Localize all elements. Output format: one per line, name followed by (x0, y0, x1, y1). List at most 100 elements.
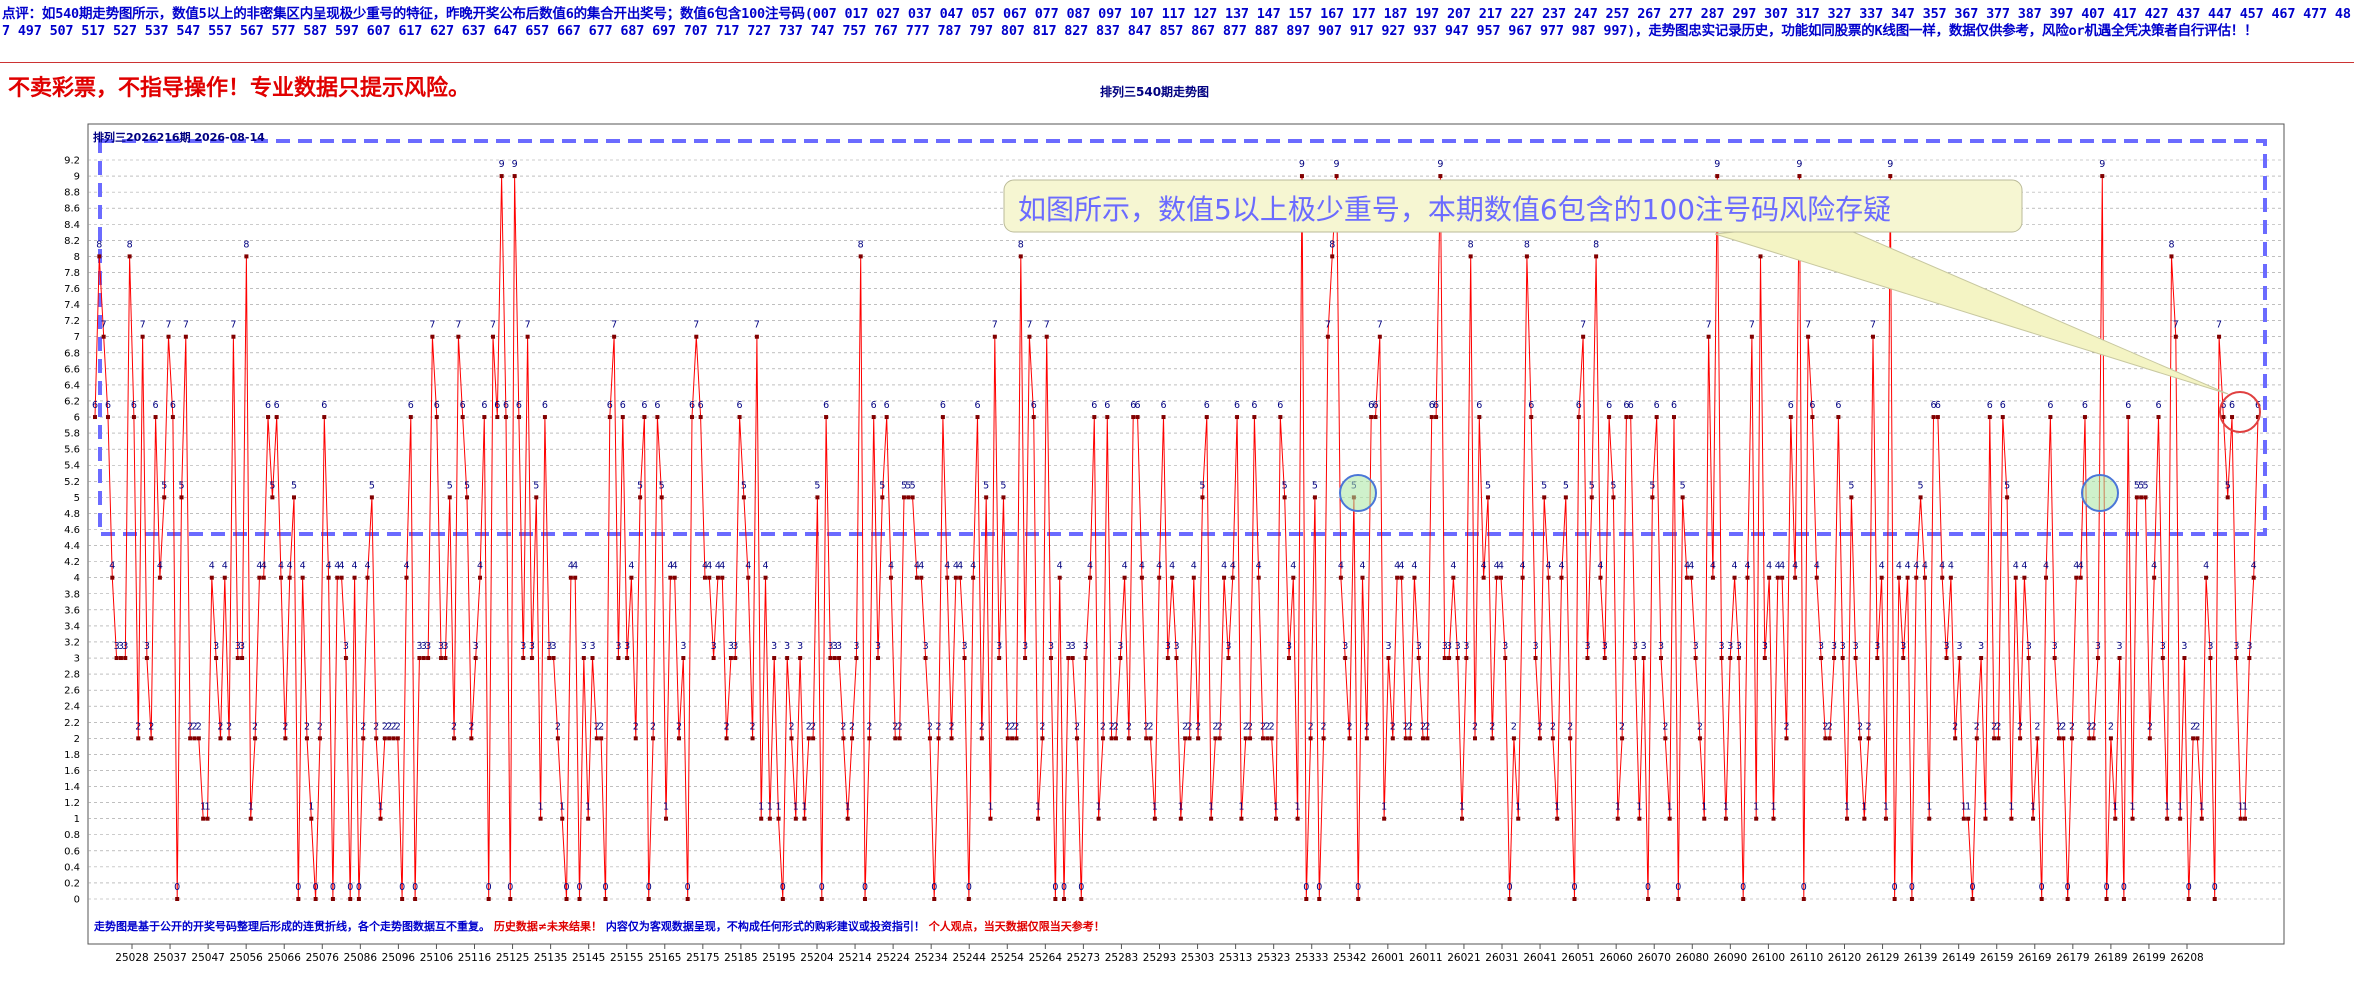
data-point (1944, 656, 1949, 661)
data-label: 2 (936, 721, 942, 732)
x-tick-label: 26149 (1942, 952, 1975, 964)
data-point (2091, 736, 2096, 741)
data-point (724, 736, 729, 741)
data-point (1196, 736, 1201, 741)
data-label: 0 (1969, 882, 1975, 893)
data-point (2212, 897, 2217, 901)
data-label: 4 (1394, 561, 1400, 572)
data-label: 4 (1905, 561, 1911, 572)
data-label: 2 (1321, 721, 1327, 732)
data-point (1312, 495, 1317, 500)
data-label: 0 (931, 882, 937, 893)
data-point (2178, 816, 2183, 821)
data-label: 3 (836, 641, 842, 652)
data-label: 4 (278, 561, 284, 572)
data-point (1217, 736, 1222, 741)
data-point (1689, 575, 1694, 580)
data-point (1226, 656, 1231, 661)
data-label: 4 (2043, 561, 2049, 572)
data-label: 6 (1104, 400, 1110, 411)
data-point (330, 897, 335, 901)
data-label: 3 (784, 641, 790, 652)
highlight-circle-2 (2081, 474, 2119, 512)
data-label: 4 (1122, 561, 1128, 572)
data-label: 2 (633, 721, 639, 732)
x-tick-label: 26021 (1447, 952, 1480, 964)
data-point (1533, 656, 1538, 661)
data-point (1286, 656, 1291, 661)
data-point (2147, 736, 2152, 741)
data-label: 2 (135, 721, 141, 732)
data-label: 3 (2246, 641, 2252, 652)
data-point (1542, 495, 1547, 500)
data-label: 2 (2056, 721, 2062, 732)
data-point (1633, 656, 1638, 661)
data-label: 6 (2229, 400, 2235, 411)
data-label: 0 (2121, 882, 2127, 893)
data-point (919, 575, 924, 580)
data-point (651, 736, 656, 741)
data-label: 9 (1714, 159, 1720, 170)
data-point (2018, 736, 2023, 741)
data-point (599, 736, 604, 741)
data-point (711, 656, 716, 661)
data-point (1827, 736, 1832, 741)
data-point (1935, 415, 1940, 420)
data-point (1317, 897, 1322, 901)
y-tick-label: 4 (74, 573, 80, 584)
data-point (430, 334, 435, 339)
data-label: 4 (1546, 561, 1552, 572)
data-point (858, 254, 863, 259)
data-label: 4 (1087, 561, 1093, 572)
data-label: 2 (594, 721, 600, 732)
x-tick-label: 26001 (1371, 952, 1404, 964)
data-label: 3 (1446, 641, 1452, 652)
data-point (1191, 575, 1196, 580)
data-label: 1 (1965, 802, 1971, 813)
data-point (2031, 816, 2036, 821)
chart-footer: 走势图是基于公开的开奖号码整理后形成的连贯折线，各个走势图数据互不重复。 历史数… (93, 919, 1105, 933)
data-label: 4 (568, 561, 574, 572)
data-point (1282, 495, 1287, 500)
data-point (209, 575, 214, 580)
data-label: 2 (1550, 721, 1556, 732)
data-label: 2 (1537, 721, 1543, 732)
data-label: 7 (525, 320, 531, 331)
data-label: 2 (1113, 721, 1119, 732)
data-label: 1 (663, 802, 669, 813)
data-point (914, 575, 919, 580)
data-point (1075, 736, 1080, 741)
data-point (1442, 656, 1447, 661)
data-label: 6 (1671, 400, 1677, 411)
data-label: 6 (2047, 400, 2053, 411)
data-point (1659, 656, 1664, 661)
data-label: 2 (191, 721, 197, 732)
data-label: 4 (944, 561, 950, 572)
data-label: 5 (637, 480, 643, 491)
data-label: 0 (2065, 882, 2071, 893)
data-point (1464, 656, 1469, 661)
data-point (356, 897, 361, 901)
data-label: 6 (105, 400, 111, 411)
data-label: 4 (702, 561, 708, 572)
data-point (1100, 736, 1105, 741)
data-point (2134, 495, 2139, 500)
data-point (1425, 736, 1430, 741)
data-point (1594, 254, 1599, 259)
data-label: 0 (486, 882, 492, 893)
data-label: 2 (1212, 721, 1218, 732)
data-label: 0 (347, 882, 353, 893)
data-label: 3 (1727, 641, 1733, 652)
y-tick-label: 3.4 (64, 621, 80, 632)
data-label: 1 (1096, 802, 1102, 813)
data-point (1434, 415, 1439, 420)
data-point (322, 415, 327, 420)
y-tick-label: 5 (74, 493, 80, 504)
data-label: 3 (1840, 641, 1846, 652)
data-label: 3 (1455, 641, 1461, 652)
data-point (984, 495, 989, 500)
x-tick-label: 25293 (1143, 952, 1176, 964)
data-point (235, 656, 240, 661)
data-label: 3 (1065, 641, 1071, 652)
data-label: 5 (814, 480, 820, 491)
